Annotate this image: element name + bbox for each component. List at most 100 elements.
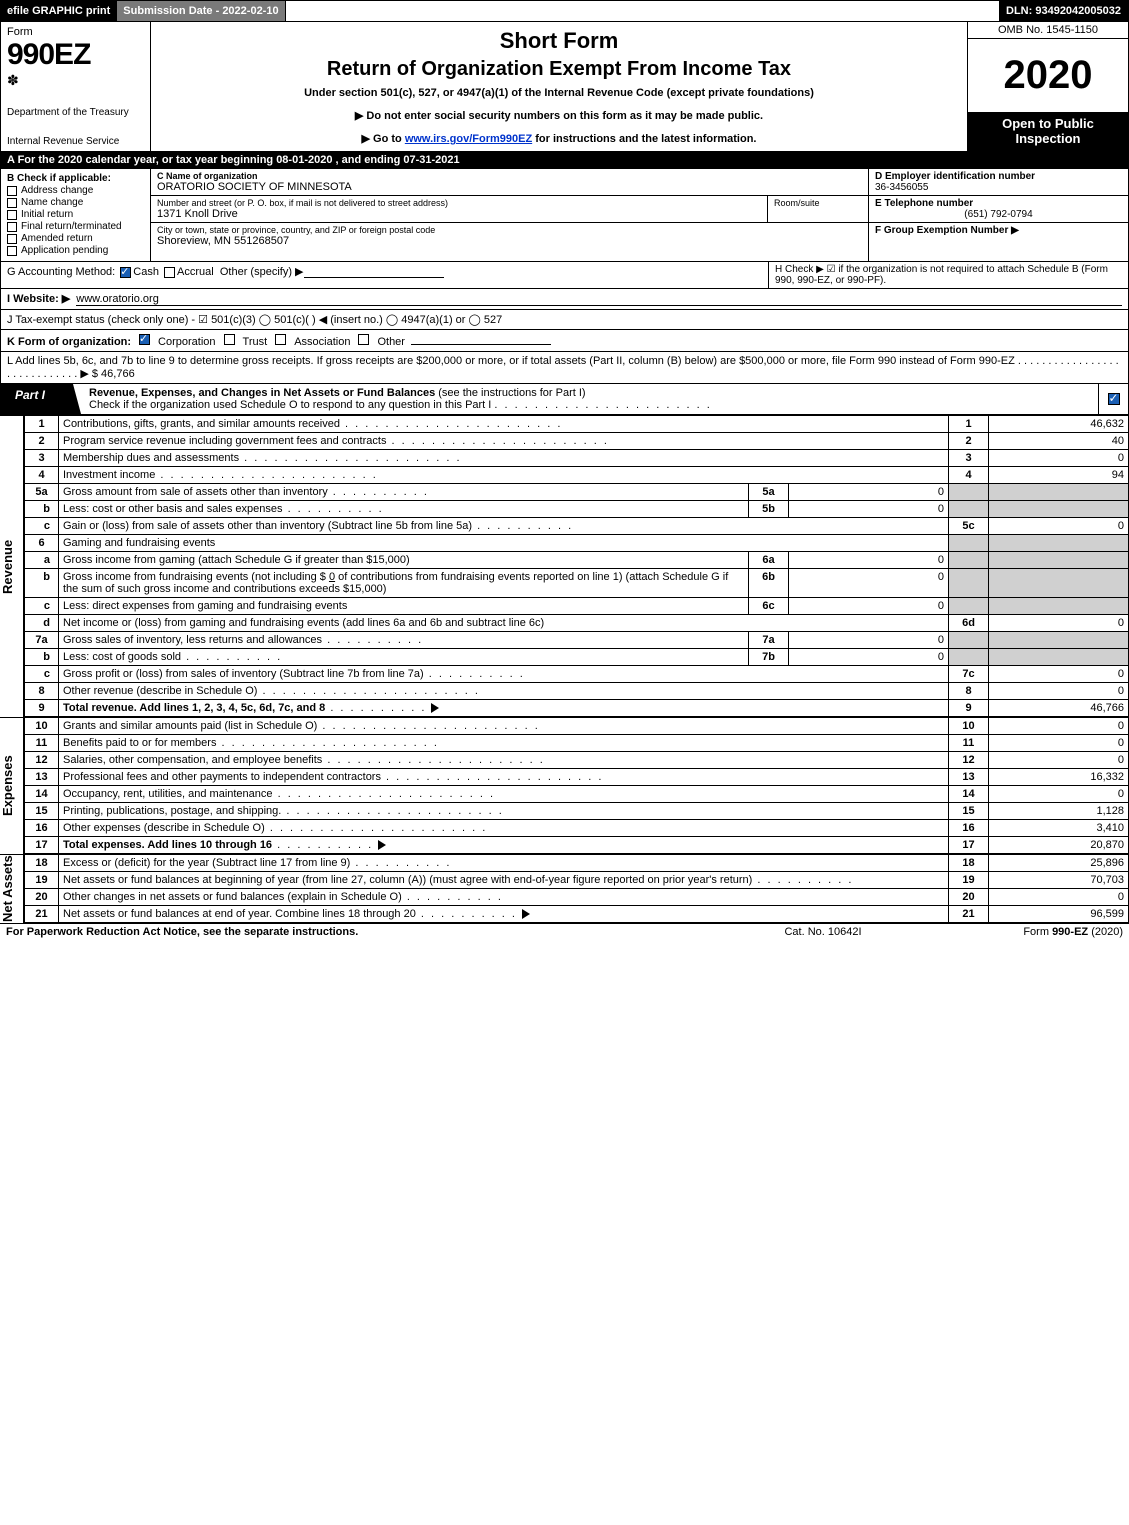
line-rt-label: 9 <box>949 700 989 717</box>
chk-other-org[interactable] <box>358 334 369 345</box>
line-rt-label: 6d <box>949 615 989 632</box>
line-num: c <box>25 666 59 683</box>
line-num: 8 <box>25 683 59 700</box>
line-desc: Gross profit or (loss) from sales of inv… <box>63 668 525 680</box>
header-right: OMB No. 1545-1150 2020 Open to Public In… <box>968 22 1128 151</box>
line-desc: Net income or (loss) from gaming and fun… <box>63 617 544 629</box>
line-num: 5a <box>25 484 59 501</box>
line-value: 3,410 <box>989 820 1129 837</box>
revenue-section: Revenue 1Contributions, gifts, grants, a… <box>0 415 1129 717</box>
street-value: 1371 Knoll Drive <box>157 208 761 220</box>
chk-association[interactable] <box>275 334 286 345</box>
opt-other-org: Other <box>377 336 405 348</box>
line-rt-label: 10 <box>949 718 989 735</box>
line-rt-label: 16 <box>949 820 989 837</box>
chk-initial-return[interactable] <box>7 210 17 220</box>
line-num: b <box>25 569 59 598</box>
line-6b-amount: 0 <box>329 571 335 583</box>
line-desc: Printing, publications, postage, and shi… <box>63 805 504 817</box>
chk-name-change[interactable] <box>7 198 17 208</box>
line-num: 17 <box>25 837 59 854</box>
line-desc: Program service revenue including govern… <box>63 435 609 447</box>
line-desc: Gross income from gaming (attach Schedul… <box>63 554 410 566</box>
box-value: 0 <box>789 598 949 615</box>
col-d-e-f: D Employer identification number 36-3456… <box>868 169 1128 261</box>
line-num: 1 <box>25 416 59 433</box>
line-rt-label: 8 <box>949 683 989 700</box>
part-1-title-bold: Revenue, Expenses, and Changes in Net As… <box>89 387 435 399</box>
header-mid: Short Form Return of Organization Exempt… <box>151 22 968 151</box>
other-org-line[interactable] <box>411 333 551 345</box>
paperwork-notice: For Paperwork Reduction Act Notice, see … <box>6 926 723 938</box>
under-section: Under section 501(c), 527, or 4947(a)(1)… <box>161 87 957 99</box>
irs-link[interactable]: www.irs.gov/Form990EZ <box>405 133 532 145</box>
chk-trust[interactable] <box>224 334 235 345</box>
opt-accrual: Accrual <box>177 266 214 278</box>
expenses-side-label: Expenses <box>0 717 24 854</box>
shade-cell <box>989 598 1129 615</box>
line-num: c <box>25 518 59 535</box>
city-value: Shoreview, MN 551268507 <box>157 235 862 247</box>
chk-corporation[interactable] <box>139 334 150 345</box>
block-b-through-f: B Check if applicable: Address change Na… <box>0 169 1129 262</box>
website-link[interactable]: www.oratorio.org <box>76 293 1122 306</box>
shade-cell <box>949 598 989 615</box>
line-num: 9 <box>25 700 59 717</box>
part-1-check-line: Check if the organization used Schedule … <box>89 399 491 411</box>
form-ref-post: (2020) <box>1088 926 1123 938</box>
ssn-warning: ▶ Do not enter social security numbers o… <box>161 109 957 122</box>
line-num: 16 <box>25 820 59 837</box>
line-value: 46,632 <box>989 416 1129 433</box>
chk-final-return[interactable] <box>7 222 17 232</box>
arrow-icon <box>431 703 439 713</box>
line-rt-label: 20 <box>949 889 989 906</box>
line-desc: Less: direct expenses from gaming and fu… <box>63 600 347 612</box>
other-specify-line[interactable] <box>304 266 444 278</box>
d-label: D Employer identification number <box>875 171 1122 182</box>
chk-application-pending[interactable] <box>7 246 17 256</box>
line-value: 0 <box>989 735 1129 752</box>
submission-date: Submission Date - 2022-02-10 <box>117 1 285 21</box>
line-desc: Excess or (deficit) for the year (Subtra… <box>63 857 451 869</box>
line-desc: Gain or (loss) from sale of assets other… <box>63 520 573 532</box>
part-1-tab: Part I <box>1 384 81 414</box>
line-desc: Occupancy, rent, utilities, and maintena… <box>63 788 495 800</box>
line-num: c <box>25 598 59 615</box>
chk-accrual[interactable] <box>164 267 175 278</box>
line-num: 15 <box>25 803 59 820</box>
open-inspection: Open to Public Inspection <box>968 112 1128 151</box>
line-desc: Other changes in net assets or fund bala… <box>63 891 503 903</box>
net-assets-table: 18 Excess or (deficit) for the year (Subt… <box>24 854 1129 923</box>
box-label: 5b <box>749 501 789 518</box>
line-rt-label: 12 <box>949 752 989 769</box>
line-num: 10 <box>25 718 59 735</box>
line-num: d <box>25 615 59 632</box>
room-label: Room/suite <box>774 198 862 208</box>
shade-cell <box>989 552 1129 569</box>
opt-association: Association <box>294 336 350 348</box>
line-rt-label: 18 <box>949 855 989 872</box>
goto-pre: ▶ Go to <box>362 133 405 145</box>
row-h: H Check ▶ ☑ if the organization is not r… <box>768 262 1128 288</box>
line-rt-label: 11 <box>949 735 989 752</box>
line-value: 0 <box>989 889 1129 906</box>
opt-address-change: Address change <box>21 185 93 196</box>
chk-amended-return[interactable] <box>7 234 17 244</box>
irs: Internal Revenue Service <box>7 136 144 147</box>
line-value: 70,703 <box>989 872 1129 889</box>
line-value: 16,332 <box>989 769 1129 786</box>
chk-cash[interactable] <box>120 267 131 278</box>
line-desc: Other expenses (describe in Schedule O) <box>63 822 487 834</box>
form-ref-bold: 990-EZ <box>1052 926 1088 938</box>
opt-cash: Cash <box>133 266 159 278</box>
line-value: 46,766 <box>989 700 1129 717</box>
line-desc: Salaries, other compensation, and employ… <box>63 754 545 766</box>
line-num: 4 <box>25 467 59 484</box>
topbar-spacer <box>286 1 1000 21</box>
g-label: G Accounting Method: <box>7 266 115 278</box>
line-desc: Less: cost or other basis and sales expe… <box>63 503 384 515</box>
chk-address-change[interactable] <box>7 186 17 196</box>
chk-schedule-o-used[interactable] <box>1108 393 1120 405</box>
line-desc: Benefits paid to or for members <box>63 737 439 749</box>
line-rt-label: 4 <box>949 467 989 484</box>
